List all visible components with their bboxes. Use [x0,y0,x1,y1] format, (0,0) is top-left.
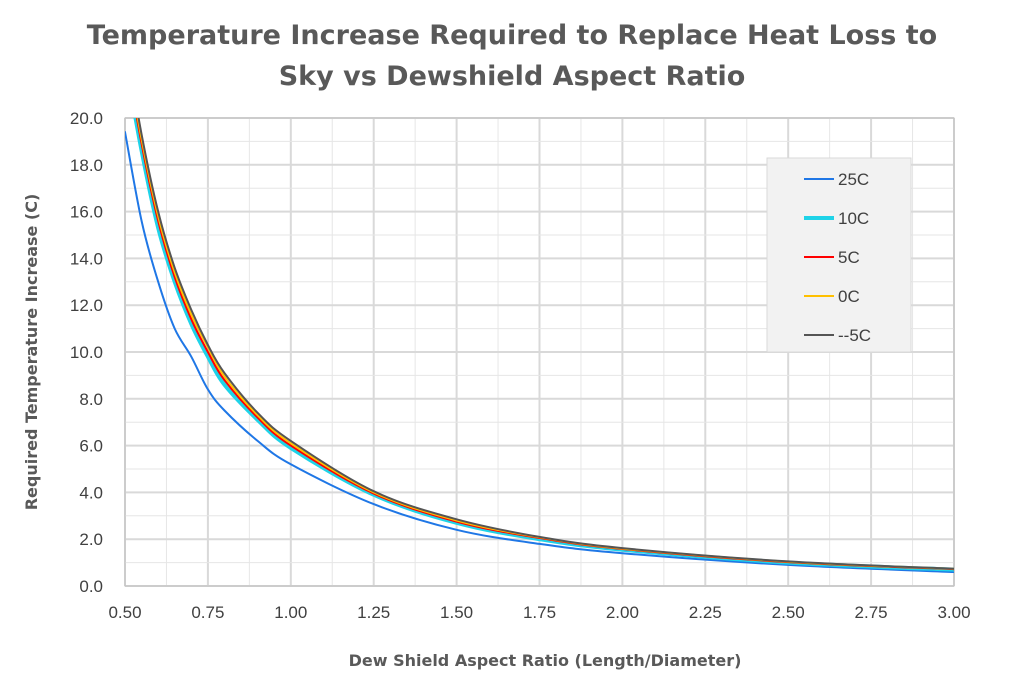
x-tick-label: 1.50 [440,603,473,622]
y-tick-label: 18.0 [70,156,103,175]
legend-label: 10C [838,209,869,228]
legend-label: 5C [838,248,860,267]
y-tick-label: 4.0 [79,483,103,502]
x-tick-label: 0.50 [108,603,141,622]
x-tick-label: 2.25 [689,603,722,622]
x-axis-tick-labels: 0.50 0.75 1.00 1.25 1.50 1.75 2.00 2.25 2.50 2.75… [108,603,970,622]
y-tick-label: 0.0 [79,577,103,596]
y-tick-label: 20.0 [70,109,103,128]
x-tick-label: 0.75 [191,603,224,622]
series-layer [125,118,954,573]
y-tick-label: 8.0 [79,390,103,409]
y-tick-label: 6.0 [79,437,103,456]
x-tick-label: 1.25 [357,603,390,622]
y-axis-tick-labels: 0.0 2.0 4.0 6.0 8.0 10.0 12.0 14.0 16.0 18.0 20.0 [70,109,103,596]
legend-label: 0C [838,287,860,306]
x-axis-title: Dew Shield Aspect Ratio (Length/Diameter… [349,651,742,670]
legend-box [766,157,912,353]
legend-label: 25C [838,170,869,189]
y-tick-label: 14.0 [70,249,103,268]
x-tick-label: 2.50 [772,603,805,622]
y-tick-label: 10.0 [70,343,103,362]
x-tick-label: 3.00 [937,603,970,622]
chart-title-line-2: Sky vs Dewshield Aspect Ratio [279,61,746,92]
y-tick-label: 16.0 [70,203,103,222]
series-line-25C [125,131,954,573]
y-tick-label: 12.0 [70,296,103,315]
y-axis-title: Required Temperature Increase (C) [22,194,41,511]
legend: 25C 10C 5C 0C --5C [766,157,912,353]
chart-title-line-1: Temperature Increase Required to Replace… [87,20,937,51]
series-line-5C [137,118,954,570]
legend-label: --5C [838,326,871,345]
x-tick-label: 1.00 [274,603,307,622]
y-tick-label: 2.0 [79,530,103,549]
plot-area-border [124,117,955,587]
x-tick-label: 2.00 [606,603,639,622]
x-tick-label: 1.75 [523,603,556,622]
x-tick-label: 2.75 [855,603,888,622]
